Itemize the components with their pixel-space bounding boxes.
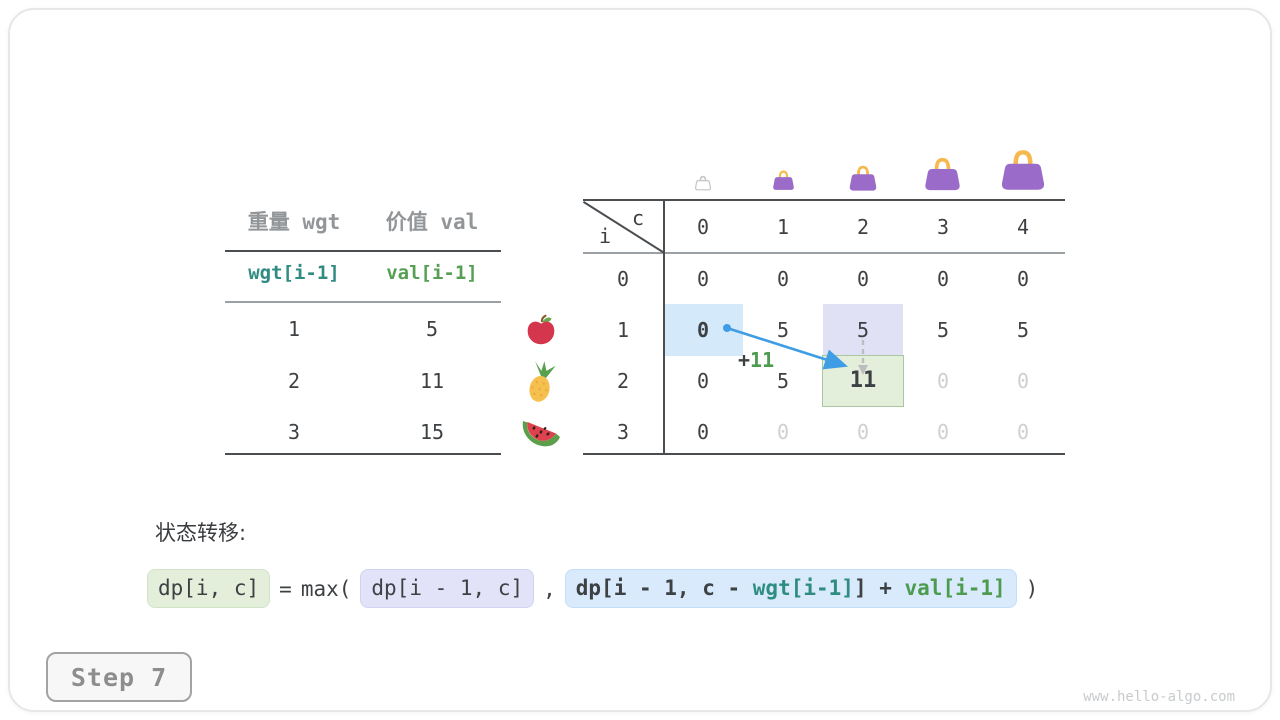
formula-equals: =	[279, 576, 292, 601]
site-watermark: www.hello-algo.com	[1083, 689, 1235, 705]
dp-cell-1-4: 5	[1016, 318, 1030, 342]
pineapple-icon	[529, 361, 556, 402]
item-value: 5	[425, 317, 439, 341]
plus-sign: +	[738, 348, 751, 372]
bag-size-2-icon	[849, 165, 877, 191]
step-badge: Step 7	[46, 652, 192, 702]
dp-column-labels: 0 1 2 3 4	[663, 203, 1063, 251]
weight-column-header: 重量 wgt	[247, 210, 341, 234]
col-label: 2	[856, 215, 870, 239]
corner-row-variable: i	[599, 224, 612, 248]
dp-cell-1-1: 5	[776, 318, 790, 342]
items-table-rule-bottom	[225, 453, 501, 455]
col-label: 3	[936, 215, 950, 239]
formula-arg1-box: dp[i - 1, c]	[360, 569, 535, 608]
items-table-index-row: wgt[i-1] val[i-1]	[225, 262, 501, 294]
dp-table-rule-header	[583, 252, 1065, 254]
highlight-cell-keep-option	[823, 304, 903, 356]
dp-cell-1-2: 5	[856, 318, 870, 342]
item-row-watermelon: 3 15	[225, 407, 501, 457]
bag-size-3-icon	[925, 157, 960, 191]
dp-row-2: 0 5 11 0 0	[663, 356, 1063, 406]
carry-down-arrow-gray	[858, 340, 868, 375]
item-value: 11	[419, 369, 445, 393]
dp-cell-0-3: 0	[936, 267, 950, 291]
col-label: 0	[696, 215, 710, 239]
dp-cell-2-0: 0	[696, 369, 710, 393]
col-label: 1	[776, 215, 790, 239]
weight-index-label: wgt[i-1]	[248, 262, 340, 284]
bag-size-4-icon	[1001, 150, 1045, 190]
dp-cell-2-1: 5	[776, 369, 790, 393]
dp-row-0: 0 0 0 0 0	[663, 254, 1063, 304]
items-table-rule-top	[225, 250, 501, 252]
add-value-annotation: +11	[738, 348, 774, 372]
formula-arg2-weight-token: wgt[i-1]	[752, 576, 854, 600]
diagram-card: 重量 wgt 价值 val wgt[i-1] val[i-1] 1 5 2 11…	[8, 8, 1272, 712]
row-label: 2	[616, 369, 630, 393]
dp-table-rule-vertical	[663, 199, 665, 455]
row-label: 3	[616, 420, 630, 444]
dp-cell-0-4: 0	[1016, 267, 1030, 291]
transition-arrow-blue	[723, 324, 848, 370]
formula-paren-close: )	[1025, 576, 1039, 601]
dp-cell-0-2: 0	[856, 267, 870, 291]
dp-cell-0-0: 0	[696, 267, 710, 291]
dp-row-3: 0 0 0 0 0	[663, 407, 1063, 457]
apple-icon	[527, 314, 555, 345]
formula-arg2-prefix: dp[i - 1, c -	[575, 576, 753, 600]
value-column-header: 价值 val	[385, 210, 479, 234]
dp-corner-diagonal	[582, 201, 666, 254]
item-row-apple: 1 5	[225, 304, 501, 354]
col-label: 4	[1016, 215, 1030, 239]
bag-size-1-icon	[773, 170, 794, 190]
watermelon-icon	[522, 421, 560, 447]
dp-cell-2-3: 0	[936, 369, 950, 393]
formula-arg2-box: dp[i - 1, c - wgt[i-1]] + val[i-1]	[564, 569, 1017, 608]
dp-cell-3-3: 0	[936, 420, 950, 444]
corner-col-variable: c	[632, 206, 645, 230]
formula-comma: ,	[543, 576, 556, 601]
dp-cell-1-0: 0	[696, 318, 710, 342]
dp-cell-2-4: 0	[1016, 369, 1030, 393]
formula-max-open: max(	[300, 576, 352, 601]
transition-formula: dp[i, c] = max( dp[i - 1, c] , dp[i - 1,…	[147, 569, 1038, 608]
dp-table-rule-top	[583, 199, 1065, 201]
dp-cell-3-2: 0	[856, 420, 870, 444]
item-weight: 2	[287, 369, 301, 393]
dp-cell-3-1: 0	[776, 420, 790, 444]
dp-table-rule-bottom	[583, 453, 1065, 455]
item-weight: 1	[287, 317, 301, 341]
step-badge-label: Step 7	[70, 662, 168, 692]
item-row-pineapple: 2 11	[225, 356, 501, 406]
dp-cell-0-1: 0	[776, 267, 790, 291]
formula-arg2-value-token: val[i-1]	[904, 576, 1006, 600]
dp-cell-1-3: 5	[936, 318, 950, 342]
transition-caption: 状态转移:	[155, 521, 247, 545]
item-weight: 3	[287, 420, 301, 444]
items-table-rule-middle	[225, 301, 501, 303]
dp-row-1: 0 5 5 5 5	[663, 305, 1063, 355]
item-value: 15	[419, 420, 445, 444]
value-index-label: val[i-1]	[386, 262, 478, 284]
row-label: 1	[616, 318, 630, 342]
dp-cell-3-4: 0	[1016, 420, 1030, 444]
bag-size-0-icon	[695, 175, 711, 191]
dp-cell-3-0: 0	[696, 420, 710, 444]
formula-arg2-middle: ] +	[853, 576, 905, 600]
added-value: 11	[750, 348, 775, 372]
formula-lhs-box: dp[i, c]	[147, 569, 271, 608]
row-label: 0	[616, 267, 630, 291]
items-table-header: 重量 wgt 价值 val	[225, 206, 501, 238]
